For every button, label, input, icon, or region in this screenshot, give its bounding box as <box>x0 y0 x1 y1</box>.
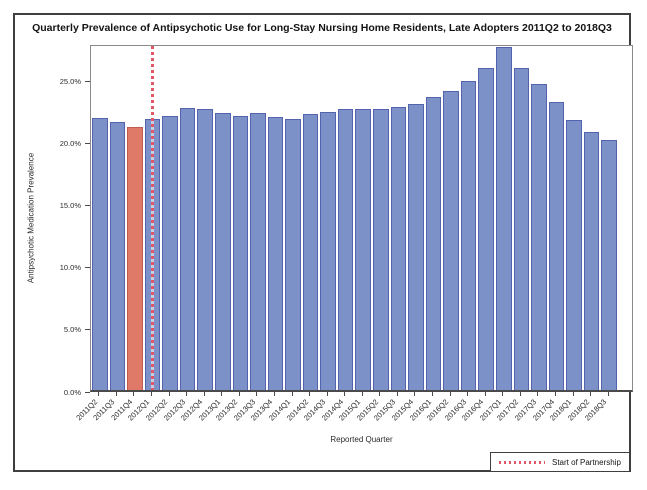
x-axis-tick <box>256 392 258 396</box>
x-axis-tick <box>361 392 363 396</box>
bar <box>302 114 319 390</box>
x-axis-tick <box>555 392 557 396</box>
bar <box>320 111 336 390</box>
x-axis-tick <box>168 392 170 396</box>
x-axis-tick <box>484 392 486 396</box>
bar <box>373 109 389 390</box>
y-axis-tick <box>85 205 90 207</box>
reference-line <box>150 46 154 390</box>
y-axis-tick <box>85 81 90 83</box>
x-axis-title: Reported Quarter <box>330 435 393 444</box>
x-axis-tick <box>326 392 328 396</box>
y-tick-label: 0.0% <box>63 387 81 397</box>
x-axis-tick <box>590 392 592 396</box>
bar <box>179 108 196 390</box>
y-tick-label: 20.0% <box>59 139 81 149</box>
bar <box>390 106 407 390</box>
y-axis-tick <box>85 329 90 331</box>
y-axis-tick <box>85 391 90 393</box>
bar <box>495 46 512 390</box>
bar <box>531 83 547 390</box>
figure-border: Quarterly Prevalence of Antipsychotic Us… <box>13 13 633 472</box>
x-axis-tick <box>449 392 451 396</box>
bar <box>408 104 424 390</box>
reference-line-legend-swatch <box>499 460 545 464</box>
x-axis-tick <box>221 392 223 396</box>
x-axis-tick <box>414 392 416 396</box>
x-axis-tick <box>98 392 100 396</box>
x-axis-tick <box>344 392 346 396</box>
x-axis-tick <box>291 392 293 396</box>
y-tick-label: 5.0% <box>63 325 81 335</box>
bar <box>162 115 178 390</box>
x-axis-tick <box>186 392 188 396</box>
bar <box>197 109 213 390</box>
x-axis-tick <box>150 392 152 396</box>
legend-label: Start of Partnership <box>552 457 621 467</box>
bar <box>285 119 301 390</box>
x-axis-tick <box>133 392 135 396</box>
y-axis-tick <box>85 143 90 145</box>
x-axis-tick <box>572 392 574 396</box>
bar <box>109 121 126 390</box>
bar <box>337 109 354 390</box>
y-tick-label: 15.0% <box>59 201 81 211</box>
legend: Start of Partnership <box>490 452 630 472</box>
bar <box>443 90 459 390</box>
x-axis-tick <box>115 392 117 396</box>
x-axis-tick <box>309 392 311 396</box>
y-tick-label: 10.0% <box>59 263 81 273</box>
bars-row <box>91 46 618 390</box>
bar <box>355 109 371 390</box>
bar <box>478 67 494 390</box>
bar <box>601 140 617 390</box>
x-axis-tick <box>203 392 205 396</box>
x-axis-tick <box>238 392 240 396</box>
x-axis-tick <box>519 392 521 396</box>
x-axis-tick <box>607 392 609 396</box>
chart-title: Quarterly Prevalence of Antipsychotic Us… <box>32 22 612 34</box>
bar <box>92 118 108 390</box>
plot-area <box>90 45 633 392</box>
x-axis-tick <box>432 392 434 396</box>
bar <box>583 131 600 390</box>
x-axis-tick <box>273 392 275 396</box>
bar <box>548 102 565 390</box>
x-axis-tick <box>502 392 504 396</box>
x-axis-tick <box>379 392 381 396</box>
bar <box>566 120 582 390</box>
y-axis-tick <box>85 267 90 269</box>
y-tick-label: 25.0% <box>59 77 81 87</box>
bar <box>232 115 249 390</box>
bar <box>214 113 231 390</box>
bar <box>425 97 442 390</box>
bar <box>513 67 530 390</box>
x-axis-tick <box>537 392 539 396</box>
bar <box>267 116 284 390</box>
bar <box>460 81 477 390</box>
x-axis-tick <box>396 392 398 396</box>
bar <box>250 113 266 390</box>
highlighted-bar <box>127 126 143 390</box>
x-axis-tick <box>467 392 469 396</box>
